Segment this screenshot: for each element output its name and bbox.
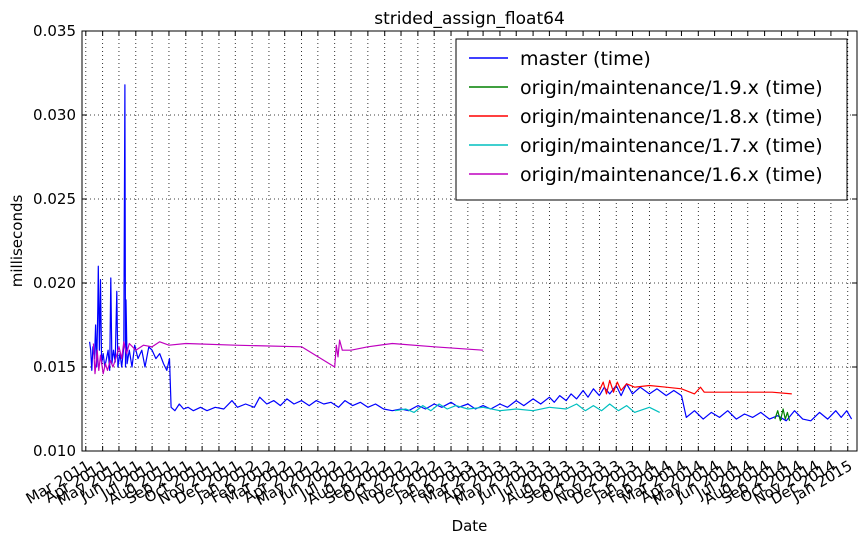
y-tick-label: 0.035 xyxy=(33,22,76,40)
chart-title: strided_assign_float64 xyxy=(374,9,565,29)
series-lines xyxy=(89,84,853,422)
legend-label: origin/maintenance/1.8.x (time) xyxy=(520,106,823,128)
y-axis-label: milliseconds xyxy=(8,195,26,288)
legend-label: master (time) xyxy=(520,48,651,70)
tick-marks xyxy=(82,30,857,452)
y-tick-label: 0.030 xyxy=(33,106,76,124)
legend-box xyxy=(455,38,848,201)
series-line-4 xyxy=(92,339,484,375)
legend-label: origin/maintenance/1.9.x (time) xyxy=(520,77,823,99)
series-line-1 xyxy=(774,408,791,422)
x-axis-label: Date xyxy=(452,517,488,535)
series-line-3 xyxy=(394,403,660,413)
legend-label: origin/maintenance/1.6.x (time) xyxy=(520,164,823,186)
plot-frame xyxy=(81,30,858,452)
y-tick-label: 0.015 xyxy=(33,358,76,376)
y-tick-label: 0.010 xyxy=(33,442,76,460)
series-line-2 xyxy=(598,379,792,395)
series-line-0 xyxy=(89,84,853,422)
y-tick-labels: 0.010 0.015 0.020 0.025 0.030 0.035 xyxy=(33,22,76,460)
y-tick-label: 0.020 xyxy=(33,274,76,292)
y-tick-label: 0.025 xyxy=(33,190,76,208)
legend: master (time) origin/maintenance/1.9.x (t… xyxy=(455,38,848,201)
legend-label: origin/maintenance/1.7.x (time) xyxy=(520,135,823,157)
